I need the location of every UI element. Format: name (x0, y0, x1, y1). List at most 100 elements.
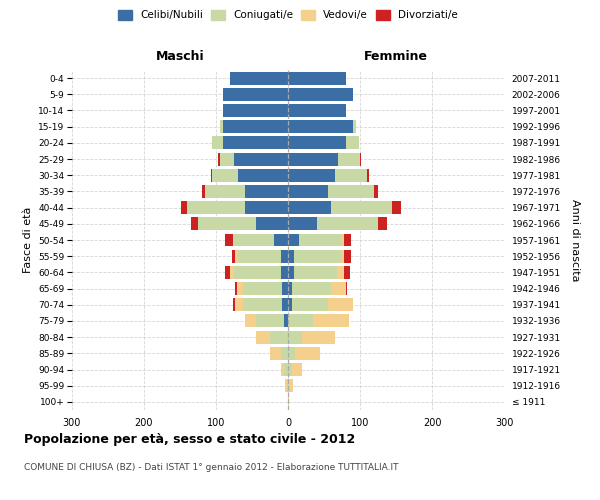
Bar (181, 201, 187, 214)
Bar (313, 314, 349, 328)
Bar (274, 234, 288, 246)
Bar (281, 250, 288, 262)
Bar (294, 266, 337, 279)
Bar (224, 266, 230, 279)
Bar (223, 88, 288, 101)
Bar (205, 185, 245, 198)
Bar (288, 218, 317, 230)
Y-axis label: Anni di nascita: Anni di nascita (571, 198, 580, 281)
Bar (288, 120, 353, 133)
Bar (234, 266, 281, 279)
Bar (342, 234, 344, 246)
Bar (331, 201, 392, 214)
Bar (288, 266, 294, 279)
Bar (353, 120, 356, 133)
Bar (256, 330, 270, 344)
Bar (288, 396, 289, 408)
Bar (288, 314, 313, 328)
Bar (284, 363, 288, 376)
Bar (288, 72, 346, 85)
Text: Maschi: Maschi (155, 50, 205, 63)
Bar (270, 347, 281, 360)
Bar (237, 282, 242, 295)
Bar (294, 250, 341, 262)
Bar (235, 282, 237, 295)
Bar (299, 234, 342, 246)
Bar (226, 234, 233, 246)
Bar (270, 330, 288, 344)
Bar (288, 88, 353, 101)
Bar (191, 218, 198, 230)
Bar (223, 136, 288, 149)
Bar (245, 185, 288, 198)
Bar (378, 218, 386, 230)
Bar (338, 152, 360, 166)
Bar (288, 379, 289, 392)
Bar (288, 234, 299, 246)
Bar (256, 314, 284, 328)
Bar (282, 298, 288, 311)
Bar (223, 120, 288, 133)
Bar (331, 282, 346, 295)
Bar (235, 298, 242, 311)
Bar (292, 298, 328, 311)
Bar (212, 136, 223, 149)
Bar (288, 152, 338, 166)
Bar (335, 169, 367, 181)
Bar (341, 250, 344, 262)
Bar (344, 266, 350, 279)
Bar (288, 330, 302, 344)
Bar (344, 250, 352, 262)
Bar (238, 250, 281, 262)
Bar (211, 169, 212, 181)
Bar (392, 201, 401, 214)
Bar (233, 234, 234, 246)
Bar (302, 330, 335, 344)
Bar (288, 250, 294, 262)
Bar (328, 185, 374, 198)
Bar (245, 201, 288, 214)
Bar (281, 266, 288, 279)
Y-axis label: Fasce di età: Fasce di età (23, 207, 32, 273)
Bar (344, 234, 352, 246)
Bar (232, 250, 235, 262)
Bar (360, 152, 361, 166)
Bar (288, 298, 292, 311)
Bar (220, 152, 234, 166)
Bar (281, 347, 288, 360)
Bar (230, 72, 288, 85)
Bar (233, 298, 235, 311)
Bar (284, 314, 288, 328)
Bar (288, 169, 335, 181)
Text: COMUNE DI CHIUSA (BZ) - Dati ISTAT 1° gennaio 2012 - Elaborazione TUTTITALIA.IT: COMUNE DI CHIUSA (BZ) - Dati ISTAT 1° ge… (24, 462, 398, 471)
Text: Popolazione per età, sesso e stato civile - 2012: Popolazione per età, sesso e stato civil… (24, 432, 355, 446)
Bar (285, 379, 287, 392)
Bar (235, 250, 238, 262)
Bar (317, 218, 378, 230)
Bar (218, 152, 220, 166)
Bar (328, 298, 353, 311)
Bar (256, 218, 288, 230)
Bar (223, 104, 288, 117)
Bar (202, 185, 205, 198)
Bar (242, 282, 282, 295)
Bar (281, 363, 284, 376)
Bar (292, 363, 302, 376)
Bar (187, 201, 245, 214)
Bar (289, 379, 293, 392)
Bar (346, 282, 347, 295)
Bar (288, 201, 331, 214)
Bar (198, 218, 256, 230)
Bar (346, 136, 359, 149)
Bar (238, 169, 288, 181)
Bar (295, 347, 320, 360)
Bar (288, 282, 292, 295)
Bar (212, 169, 238, 181)
Bar (367, 169, 368, 181)
Bar (288, 185, 328, 198)
Bar (288, 104, 346, 117)
Bar (234, 234, 274, 246)
Bar (374, 185, 378, 198)
Bar (337, 266, 344, 279)
Bar (292, 282, 331, 295)
